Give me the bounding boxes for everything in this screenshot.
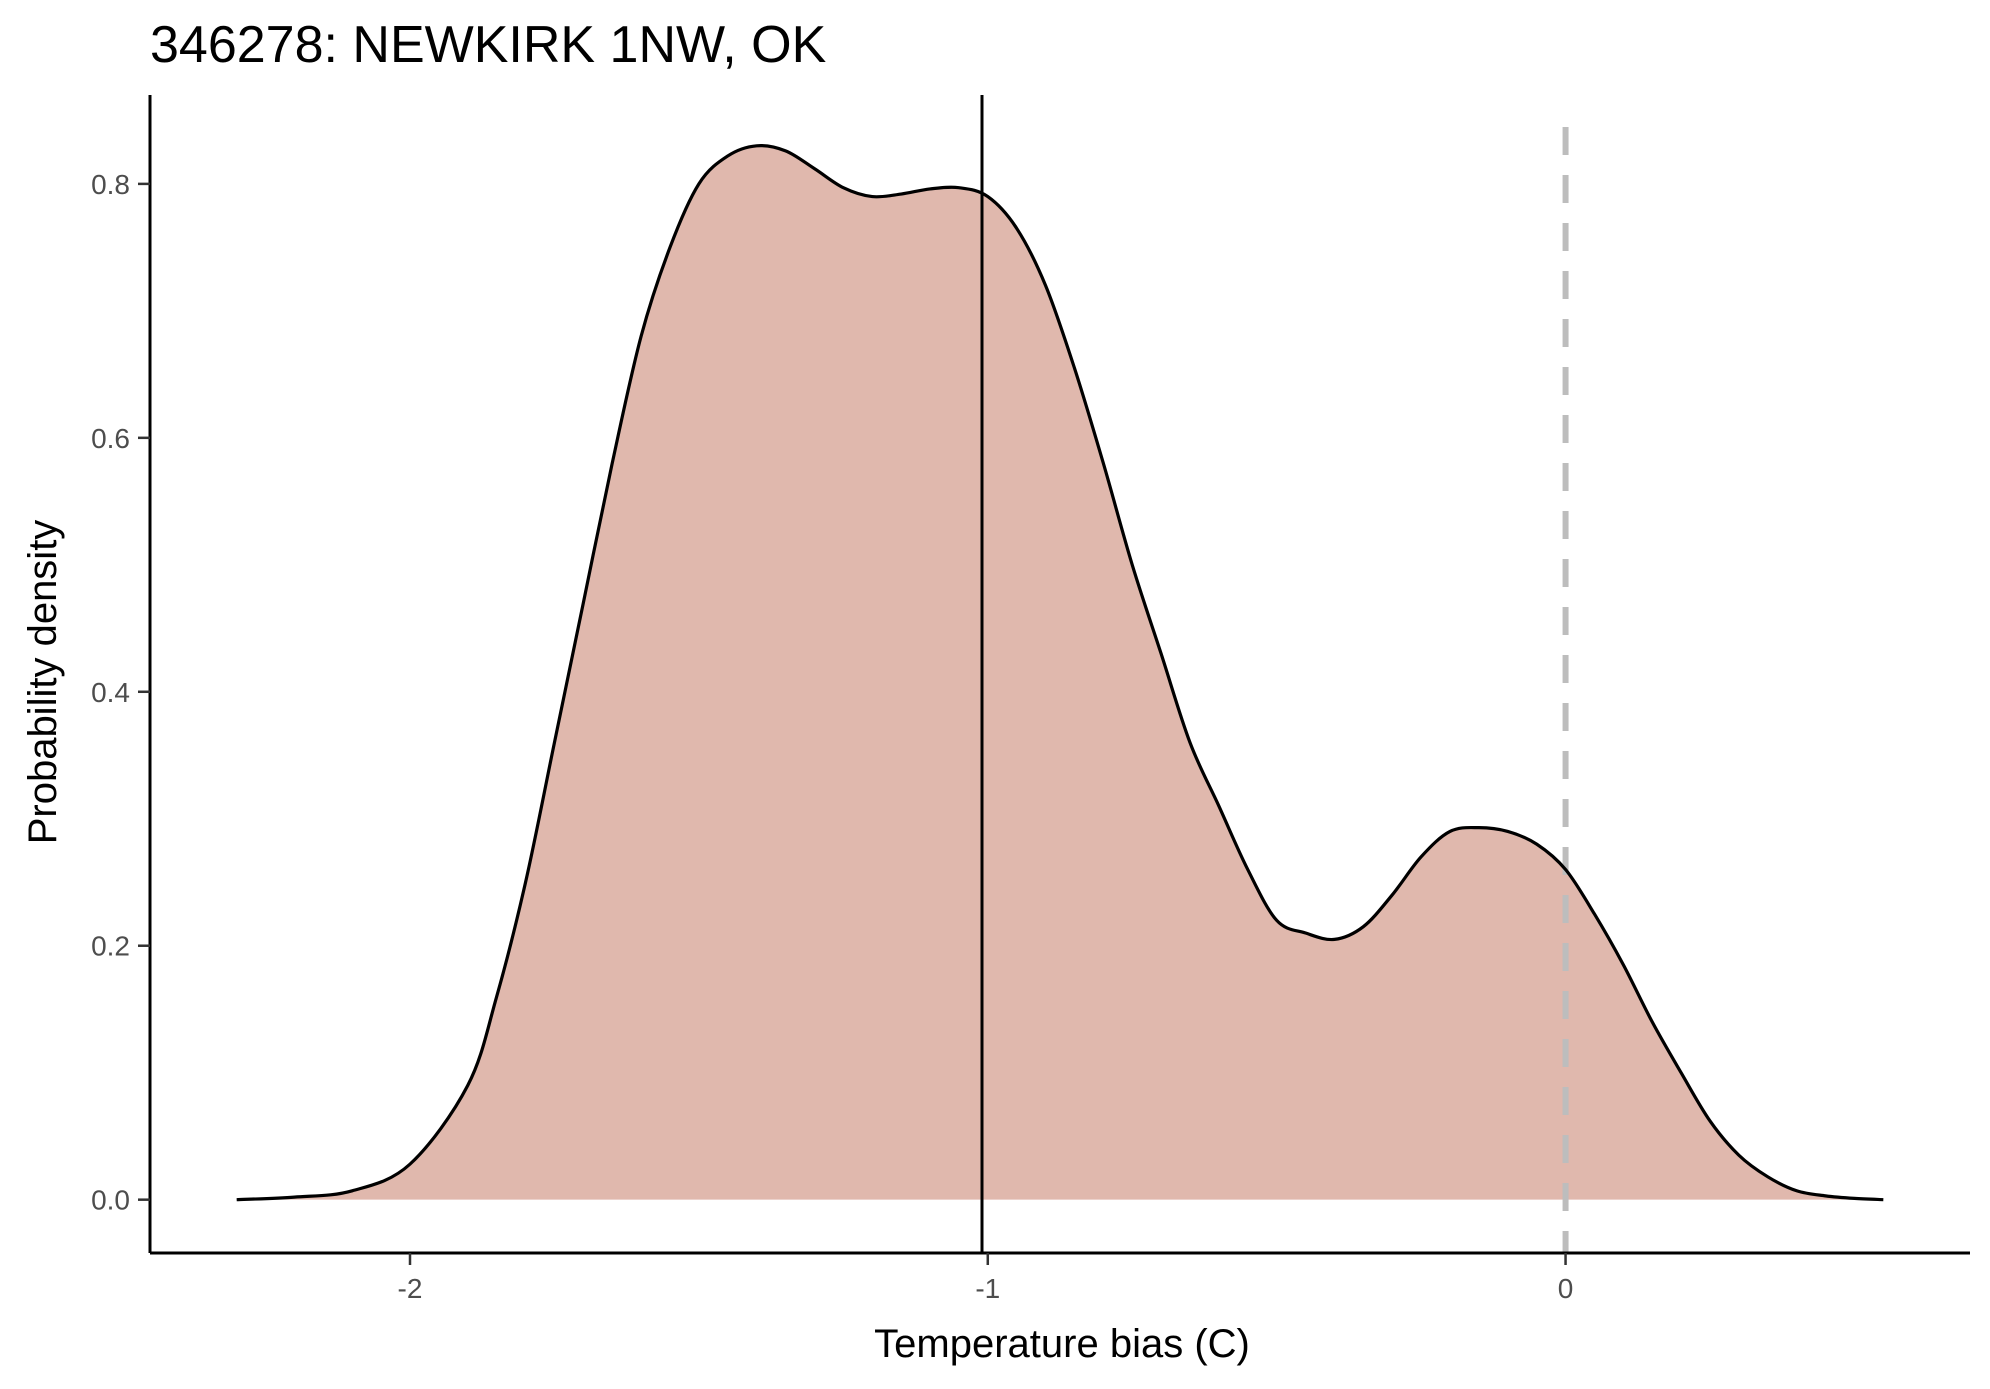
- y-tick-label: 0.6: [91, 423, 130, 454]
- x-tick-label: 0: [1558, 1273, 1574, 1304]
- density-line: [236, 144, 1884, 1202]
- x-tick-label: -1: [975, 1273, 1000, 1304]
- y-tick-label: 0.0: [91, 1185, 130, 1216]
- y-tick-label: 0.4: [91, 677, 130, 708]
- y-tick-label: 0.2: [91, 931, 130, 962]
- density-area: [236, 145, 1884, 1200]
- y-axis-title: Probability density: [21, 520, 65, 845]
- x-tick-label: -2: [398, 1273, 423, 1304]
- x-axis-title: Temperature bias (C): [874, 1322, 1250, 1366]
- y-tick-label: 0.8: [91, 169, 130, 200]
- chart-title: 346278: NEWKIRK 1NW, OK: [150, 16, 827, 74]
